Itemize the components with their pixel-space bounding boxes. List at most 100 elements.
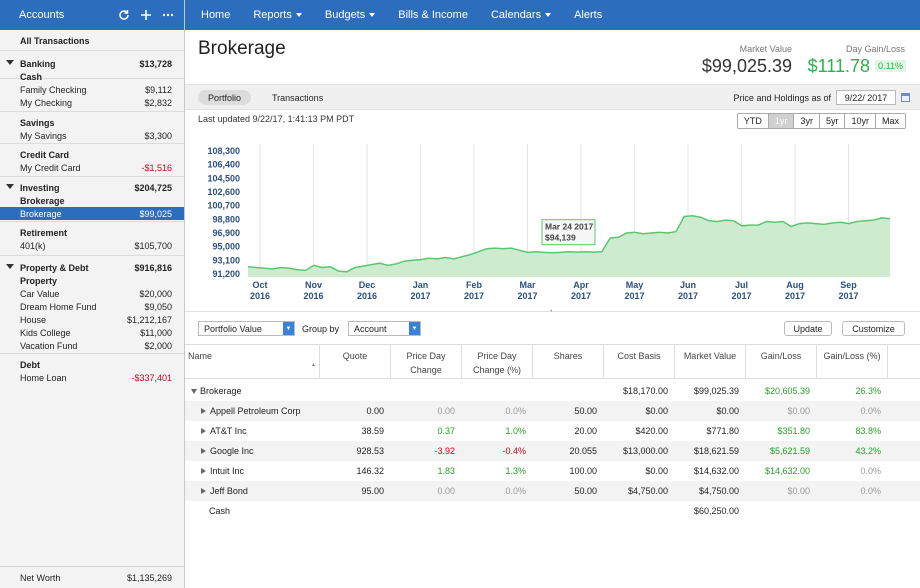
nav-calendars[interactable]: Calendars	[491, 9, 552, 21]
sidebar-item-label: Brokerage	[20, 195, 65, 206]
divider	[0, 78, 184, 79]
chevron-down-icon: ▼	[409, 322, 420, 335]
nav-alerts[interactable]: Alerts	[574, 9, 602, 21]
table-cell-quote: 95.00	[320, 481, 391, 501]
disclosure-triangle-icon[interactable]	[191, 388, 197, 394]
sidebar-account-item[interactable]: My Credit Card -$1,516	[0, 161, 184, 174]
table-cell-glp: 43.2%	[817, 441, 888, 461]
disclosure-triangle-icon[interactable]	[201, 428, 206, 434]
net-worth-label: Net Worth	[20, 572, 61, 583]
all-transactions-item[interactable]: All Transactions	[0, 34, 184, 47]
sidebar-account-item[interactable]: 401(k) $105,700	[0, 239, 184, 252]
refresh-icon[interactable]	[116, 7, 132, 23]
column-header[interactable]: Price Day Change	[391, 345, 462, 379]
disclosure-triangle-icon[interactable]	[201, 468, 206, 474]
sidebar-account-item[interactable]: Family Checking $9,112	[0, 83, 184, 96]
calendar-icon[interactable]	[901, 93, 910, 102]
sidebar-subgroup[interactable]: Property	[0, 274, 184, 287]
sidebar-subgroup[interactable]: Credit Card	[0, 148, 184, 161]
add-icon[interactable]	[138, 7, 154, 23]
range-ytd[interactable]: YTD	[737, 114, 769, 128]
x-tick-year: 2017	[464, 291, 484, 301]
sidebar-account-item[interactable]: Brokerage $99,025	[0, 207, 184, 220]
table-row[interactable]: Intuit Inc 146.32 1.83 1.3% 100.00 $0.00 $14,6…	[185, 461, 920, 481]
view-select[interactable]: Portfolio Value ▼	[198, 321, 295, 336]
table-row[interactable]: Cash $60,250.00	[185, 501, 920, 521]
table-cell-gl: $351.80	[746, 421, 817, 441]
sidebar-subgroup[interactable]: Debt	[0, 358, 184, 371]
cell-text: $18,621.59	[693, 446, 739, 456]
sidebar-account-item[interactable]: Dream Home Fund $9,050	[0, 300, 184, 313]
more-icon[interactable]	[160, 7, 176, 23]
customize-button[interactable]: Customize	[842, 321, 905, 336]
table-row[interactable]: Jeff Bond 95.00 0.00 0.0% 50.00 $4,750.00 $4,7…	[185, 481, 920, 501]
table-row[interactable]: Google Inc 928.53 -3.92 -0.4% 20.055 $13,000.…	[185, 441, 920, 461]
sidebar-account-item[interactable]: Home Loan -$337,401	[0, 371, 184, 384]
sidebar-subgroup[interactable]: Savings	[0, 116, 184, 129]
table-cell-name: Cash	[185, 501, 320, 521]
group-by-select[interactable]: Account ▼	[348, 321, 421, 336]
all-transactions-label: All Transactions	[20, 35, 90, 46]
column-header[interactable]: Quote	[320, 345, 391, 379]
table-cell-glp: 0.0%	[817, 401, 888, 421]
column-header[interactable]: Gain/Loss (%)	[817, 345, 888, 379]
table-row[interactable]: Appell Petroleum Corp 0.00 0.00 0.0% 50.00 $0…	[185, 401, 920, 421]
sidebar-item-value: -$337,401	[131, 372, 172, 383]
column-header[interactable]: Shares	[533, 345, 604, 379]
range-10yr[interactable]: 10yr	[845, 114, 876, 128]
column-header[interactable]: Price Day Change (%)	[462, 345, 533, 379]
disclosure-triangle-icon[interactable]	[6, 264, 14, 269]
sidebar-account-item[interactable]: Vacation Fund $2,000	[0, 339, 184, 352]
sidebar-account-item[interactable]: Kids College $11,000	[0, 326, 184, 339]
range-max[interactable]: Max	[875, 114, 905, 128]
cell-text: 0.00	[437, 406, 455, 416]
sidebar-subgroup[interactable]: Retirement	[0, 226, 184, 239]
tab-transactions[interactable]: Transactions	[272, 92, 324, 103]
x-tick-year: 2017	[731, 291, 751, 301]
as-of-date-field[interactable]: 9/22/ 2017	[836, 90, 896, 105]
sidebar-group[interactable]: Investing $204,725	[0, 181, 184, 194]
nav-budgets[interactable]: Budgets	[325, 9, 376, 21]
nav-reports[interactable]: Reports	[253, 9, 302, 21]
tab-portfolio[interactable]: Portfolio	[198, 90, 252, 105]
divider	[0, 50, 184, 51]
x-tick-month: Sep	[840, 280, 857, 290]
sidebar-group[interactable]: Banking $13,728	[0, 57, 184, 70]
sidebar-item-label: Investing	[20, 182, 60, 193]
sidebar-account-item[interactable]: House $1,212,167	[0, 313, 184, 326]
update-button[interactable]: Update	[784, 321, 832, 336]
sidebar-item-label: Debt	[20, 359, 40, 370]
table-row[interactable]: AT&T Inc 38.59 0.37 1.0% 20.00 $420.00 $771.80…	[185, 421, 920, 441]
column-header[interactable]: Cost Basis	[604, 345, 675, 379]
table-row[interactable]: Brokerage $18,170.00 $99,025.39 $20,605.39 2…	[185, 381, 920, 401]
divider	[0, 255, 184, 256]
disclosure-triangle-icon[interactable]	[6, 184, 14, 189]
sidebar-subgroup[interactable]: Brokerage	[0, 194, 184, 207]
range-3yr[interactable]: 3yr	[794, 114, 820, 128]
x-tick-year: 2016	[357, 291, 377, 301]
sidebar-subgroup[interactable]: Cash	[0, 70, 184, 83]
table-cell-pdcp	[462, 501, 533, 521]
range-5yr[interactable]: 5yr	[819, 114, 846, 128]
sidebar-account-item[interactable]: My Savings $3,300	[0, 129, 184, 142]
pane-splitter[interactable]	[185, 311, 920, 314]
divider	[0, 353, 184, 354]
nav-home[interactable]: Home	[201, 9, 230, 21]
disclosure-triangle-icon[interactable]	[201, 448, 206, 454]
disclosure-triangle-icon[interactable]	[6, 60, 14, 65]
column-header[interactable]: Market Value	[675, 345, 746, 379]
sidebar-account-item[interactable]: Car Value $20,000	[0, 287, 184, 300]
chart-area	[248, 215, 890, 277]
table-cell-quote	[320, 381, 391, 401]
table-cell-gl: $5,621.59	[746, 441, 817, 461]
column-header-label: Name	[188, 351, 213, 361]
disclosure-triangle-icon[interactable]	[201, 488, 206, 494]
sidebar-account-item[interactable]: My Checking $2,832	[0, 96, 184, 109]
disclosure-triangle-icon[interactable]	[201, 408, 206, 414]
nav-bills-income[interactable]: Bills & Income	[398, 9, 468, 21]
column-header[interactable]: Gain/Loss	[746, 345, 817, 379]
range-1yr[interactable]: 1yr	[768, 114, 795, 128]
caret-down-icon	[295, 13, 302, 17]
sidebar-group[interactable]: Property & Debt $916,816	[0, 261, 184, 274]
column-header[interactable]: Name ▲	[185, 345, 320, 379]
